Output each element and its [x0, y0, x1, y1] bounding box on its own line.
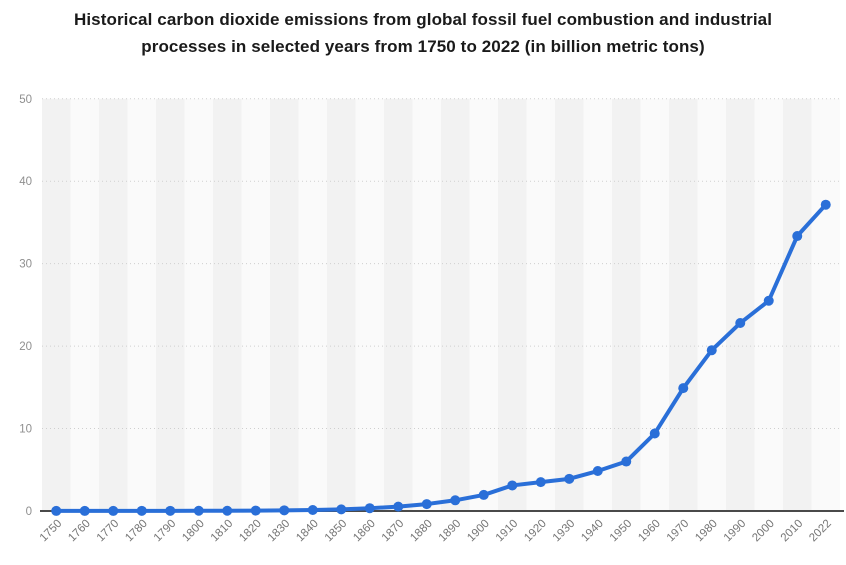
column-stripe [384, 98, 413, 511]
data-point-1870[interactable] [393, 501, 404, 512]
x-axis-tick-label: 1930 [551, 518, 578, 545]
x-axis-tick-label: 1760 [66, 518, 93, 545]
column-stripe [555, 98, 584, 511]
column-stripe [783, 98, 812, 511]
column-stripe [355, 98, 384, 511]
column-stripe [669, 98, 698, 511]
x-axis-tick-label: 1820 [237, 518, 264, 545]
x-axis-tick-label: 2000 [750, 518, 777, 545]
x-axis-tick-label: 1960 [636, 518, 663, 545]
x-axis-tick-label: 1840 [294, 518, 321, 545]
x-axis-tick-label: 1990 [722, 518, 749, 545]
column-stripe [697, 98, 726, 511]
column-stripe [612, 98, 641, 511]
x-axis-tick-label: 1790 [152, 518, 179, 545]
x-axis-tick-label: 2010 [779, 518, 806, 545]
data-point-1810[interactable] [222, 505, 233, 516]
column-stripe [298, 98, 327, 511]
column-stripe [498, 98, 527, 511]
data-point-1860[interactable] [364, 503, 375, 514]
column-stripe [726, 98, 755, 511]
column-stripe [270, 98, 299, 511]
column-stripe [583, 98, 612, 511]
data-point-1970[interactable] [678, 383, 689, 394]
data-point-1850[interactable] [336, 504, 347, 515]
data-point-2022[interactable] [820, 199, 831, 210]
column-stripe [640, 98, 669, 511]
column-stripe [469, 98, 498, 511]
x-axis-tick-label: 1770 [95, 518, 122, 545]
x-axis-tick-label: 1850 [323, 518, 350, 545]
column-stripe [412, 98, 441, 511]
column-stripe [327, 98, 356, 511]
x-axis-tick-label: 1750 [38, 518, 65, 545]
data-point-1940[interactable] [592, 466, 603, 477]
data-point-2010[interactable] [792, 231, 803, 242]
chart-title: Historical carbon dioxide emissions from… [73, 10, 773, 56]
data-point-1880[interactable] [421, 499, 432, 510]
data-point-1910[interactable] [507, 480, 518, 491]
x-axis-tick-label: 1900 [465, 518, 492, 545]
x-axis-tick-label: 1920 [522, 518, 549, 545]
x-axis-tick-label: 1910 [494, 518, 521, 545]
x-axis-tick-label: 1800 [180, 518, 207, 545]
y-axis-tick-label: 10 [19, 424, 32, 436]
x-axis-tick-label: 1940 [579, 518, 606, 545]
x-axis-tick-label: 1970 [665, 518, 692, 545]
x-axis-tick-label: 1890 [437, 518, 464, 545]
data-point-1820[interactable] [250, 505, 261, 516]
data-point-1790[interactable] [165, 505, 176, 516]
x-axis-tick-label: 1880 [408, 518, 435, 545]
y-axis-tick-label: 30 [19, 259, 32, 271]
data-point-1960[interactable] [649, 428, 660, 439]
x-axis-tick-label: 1810 [209, 518, 236, 545]
y-axis-tick-label: 20 [19, 341, 32, 353]
column-stripe [99, 98, 128, 511]
column-stripe [213, 98, 242, 511]
data-point-1920[interactable] [535, 477, 546, 488]
y-axis-tick-label: 0 [26, 506, 32, 518]
data-point-1760[interactable] [79, 505, 90, 516]
y-axis-tick-label: 50 [19, 94, 32, 106]
data-point-1840[interactable] [307, 505, 318, 516]
column-stripe [42, 98, 71, 511]
column-stripe [441, 98, 470, 511]
x-axis-tick-label: 1780 [123, 518, 150, 545]
y-axis-tick-label: 40 [19, 176, 32, 188]
data-point-2000[interactable] [763, 295, 774, 306]
column-stripe [127, 98, 156, 511]
data-line [54, 202, 828, 513]
column-stripe [70, 98, 99, 511]
data-point-1900[interactable] [478, 489, 489, 500]
x-axis-tick-label: 1830 [266, 518, 293, 545]
x-axis-tick-label: 1980 [693, 518, 720, 545]
data-point-1930[interactable] [564, 473, 575, 484]
column-stripe [811, 98, 840, 511]
x-axis-tick-label: 1870 [380, 518, 407, 545]
data-point-1770[interactable] [108, 505, 119, 516]
data-point-1780[interactable] [136, 505, 147, 516]
data-point-1980[interactable] [706, 345, 717, 356]
data-point-1990[interactable] [735, 318, 746, 329]
x-axis-tick-label: 1950 [608, 518, 635, 545]
data-point-1800[interactable] [193, 505, 204, 516]
data-point-1750[interactable] [51, 505, 62, 516]
data-point-1830[interactable] [279, 505, 290, 516]
column-stripe [241, 98, 270, 511]
x-axis-tick-label: 1860 [351, 518, 378, 545]
column-stripe [526, 98, 555, 511]
column-stripe [184, 98, 213, 511]
column-stripe [156, 98, 185, 511]
x-axis-tick-label: 2022 [807, 518, 834, 545]
data-point-1950[interactable] [621, 456, 632, 467]
data-point-1890[interactable] [450, 495, 461, 506]
